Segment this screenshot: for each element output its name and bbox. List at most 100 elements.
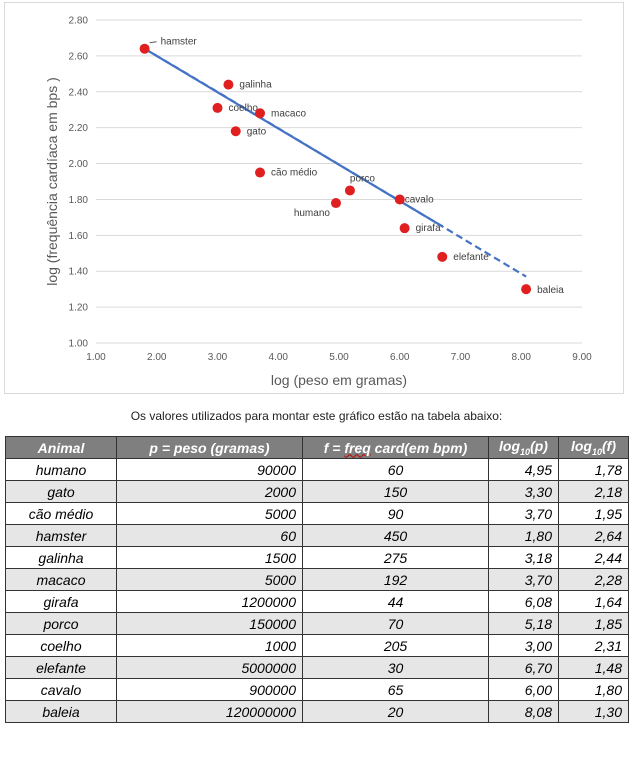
data-point xyxy=(344,185,355,196)
data-label: cão médio xyxy=(271,168,318,179)
header-log-p-sub: 10 xyxy=(520,446,531,457)
cell-freq: 192 xyxy=(302,568,489,591)
data-label: baleia xyxy=(537,285,564,296)
y-axis-label: log (frequência cardíaca em bps ) xyxy=(44,77,60,286)
header-freq-suffix: card(em bpm) xyxy=(370,439,468,456)
table-row: galinha 1500 275 3,18 2,44 xyxy=(5,546,629,569)
data-label: girafa xyxy=(416,223,441,234)
data-point xyxy=(521,284,532,295)
cell-animal: baleia xyxy=(5,700,117,723)
x-tick-label: 2.00 xyxy=(147,352,167,363)
header-log-f-arg: (f) xyxy=(602,438,616,455)
header-log-p: log10(p) xyxy=(488,436,559,459)
cell-freq: 65 xyxy=(302,678,489,701)
cell-animal: gato xyxy=(5,480,117,503)
table-row: macaco 5000 192 3,70 2,28 xyxy=(5,568,629,591)
cell-log-f: 2,28 xyxy=(558,568,629,591)
cell-log-f: 2,64 xyxy=(558,524,629,547)
scatter-chart: 1.00 1.20 1.40 1.60 1.80 2.00 2.20 2.40 2.60 2.80… xyxy=(44,16,592,389)
data-point xyxy=(230,126,241,137)
table-row: gato 2000 150 3,30 2,18 xyxy=(5,480,629,503)
table-row: cavalo 900000 65 6,00 1,80 xyxy=(5,678,629,701)
data-point xyxy=(255,108,266,119)
y-tick-label: 1.00 xyxy=(69,339,89,350)
cell-peso: 60 xyxy=(116,524,303,547)
cell-animal: humano xyxy=(5,458,117,481)
data-table: Animal p = peso (gramas) f = freq card(e… xyxy=(5,436,629,723)
header-log-p-base: log xyxy=(499,438,521,455)
cell-log-p: 8,08 xyxy=(488,700,559,723)
cell-peso: 5000 xyxy=(116,502,303,525)
cell-log-p: 3,00 xyxy=(488,634,559,657)
data-label: porco xyxy=(350,173,375,184)
cell-freq: 205 xyxy=(302,634,489,657)
cell-log-p: 1,80 xyxy=(488,524,559,547)
cell-log-p: 3,70 xyxy=(488,568,559,591)
header-freq-word: freq xyxy=(344,439,371,456)
cell-freq: 20 xyxy=(302,700,489,723)
y-tick-label: 2.80 xyxy=(69,16,89,27)
cell-animal: galinha xyxy=(5,546,117,569)
cell-log-p: 3,30 xyxy=(488,480,559,503)
cell-freq: 275 xyxy=(302,546,489,569)
data-point xyxy=(437,251,448,262)
cell-log-p: 4,95 xyxy=(488,458,559,481)
cell-animal: elefante xyxy=(5,656,117,679)
y-tick-label: 2.40 xyxy=(69,87,89,98)
cell-log-p: 6,08 xyxy=(488,590,559,613)
table-caption: Os valores utilizados para montar este g… xyxy=(130,409,503,423)
cell-peso: 1000 xyxy=(116,634,303,657)
x-tick-label: 1.00 xyxy=(86,352,106,363)
data-label: elefante xyxy=(453,252,489,263)
x-tick-label: 9.00 xyxy=(572,352,592,363)
cell-peso: 90000 xyxy=(116,458,303,481)
y-tick-label: 2.00 xyxy=(69,159,89,170)
data-point xyxy=(394,194,405,205)
cell-log-f: 1,64 xyxy=(558,590,629,613)
y-tick-label: 2.20 xyxy=(69,123,89,134)
cell-animal: girafa xyxy=(5,590,117,613)
cell-log-p: 6,70 xyxy=(488,656,559,679)
cell-freq: 450 xyxy=(302,524,489,547)
header-log-f-sub: 10 xyxy=(591,446,602,457)
header-freq-prefix: f = xyxy=(323,439,345,456)
cell-animal: macaco xyxy=(5,568,117,591)
table-row: elefante 5000000 30 6,70 1,48 xyxy=(5,656,629,679)
cell-log-p: 5,18 xyxy=(488,612,559,635)
header-log-f: log10(f) xyxy=(558,436,629,459)
cell-log-f: 2,31 xyxy=(558,634,629,657)
cell-freq: 60 xyxy=(302,458,489,481)
cell-animal: cão médio xyxy=(5,502,117,525)
cell-peso: 150000 xyxy=(116,612,303,635)
table-row: coelho 1000 205 3,00 2,31 xyxy=(5,634,629,657)
table-row: porco 150000 70 5,18 1,85 xyxy=(5,612,629,635)
cell-animal: coelho xyxy=(5,634,117,657)
cell-animal: hamster xyxy=(5,524,117,547)
x-tick-label: 8.00 xyxy=(512,352,532,363)
cell-freq: 90 xyxy=(302,502,489,525)
data-point xyxy=(212,102,223,113)
y-tick-label: 1.60 xyxy=(69,231,89,242)
chart-area: 1.00 1.20 1.40 1.60 1.80 2.00 2.20 2.40 2.60 2.80… xyxy=(4,2,624,394)
cell-peso: 5000 xyxy=(116,568,303,591)
table-row: girafa 1200000 44 6,08 1,64 xyxy=(5,590,629,613)
data-point xyxy=(399,223,410,234)
cell-log-f: 2,18 xyxy=(558,480,629,503)
y-tick-label: 1.20 xyxy=(69,303,89,314)
cell-log-f: 2,44 xyxy=(558,546,629,569)
data-point xyxy=(139,43,150,54)
cell-log-f: 1,80 xyxy=(558,678,629,701)
header-log-f-base: log xyxy=(570,438,592,455)
data-label: hamster xyxy=(161,37,198,48)
cell-log-f: 1,95 xyxy=(558,502,629,525)
data-label: cavalo xyxy=(405,194,434,205)
cell-peso: 2000 xyxy=(116,480,303,503)
data-point xyxy=(223,79,234,90)
cell-peso: 1200000 xyxy=(116,590,303,613)
hamster-leader-line xyxy=(149,41,157,44)
table-header-row: Animal p = peso (gramas) f = freq card(e… xyxy=(5,436,629,459)
cell-log-f: 1,78 xyxy=(558,458,629,481)
cell-animal: cavalo xyxy=(5,678,117,701)
x-tick-label: 3.00 xyxy=(208,352,228,363)
data-point xyxy=(255,167,266,178)
